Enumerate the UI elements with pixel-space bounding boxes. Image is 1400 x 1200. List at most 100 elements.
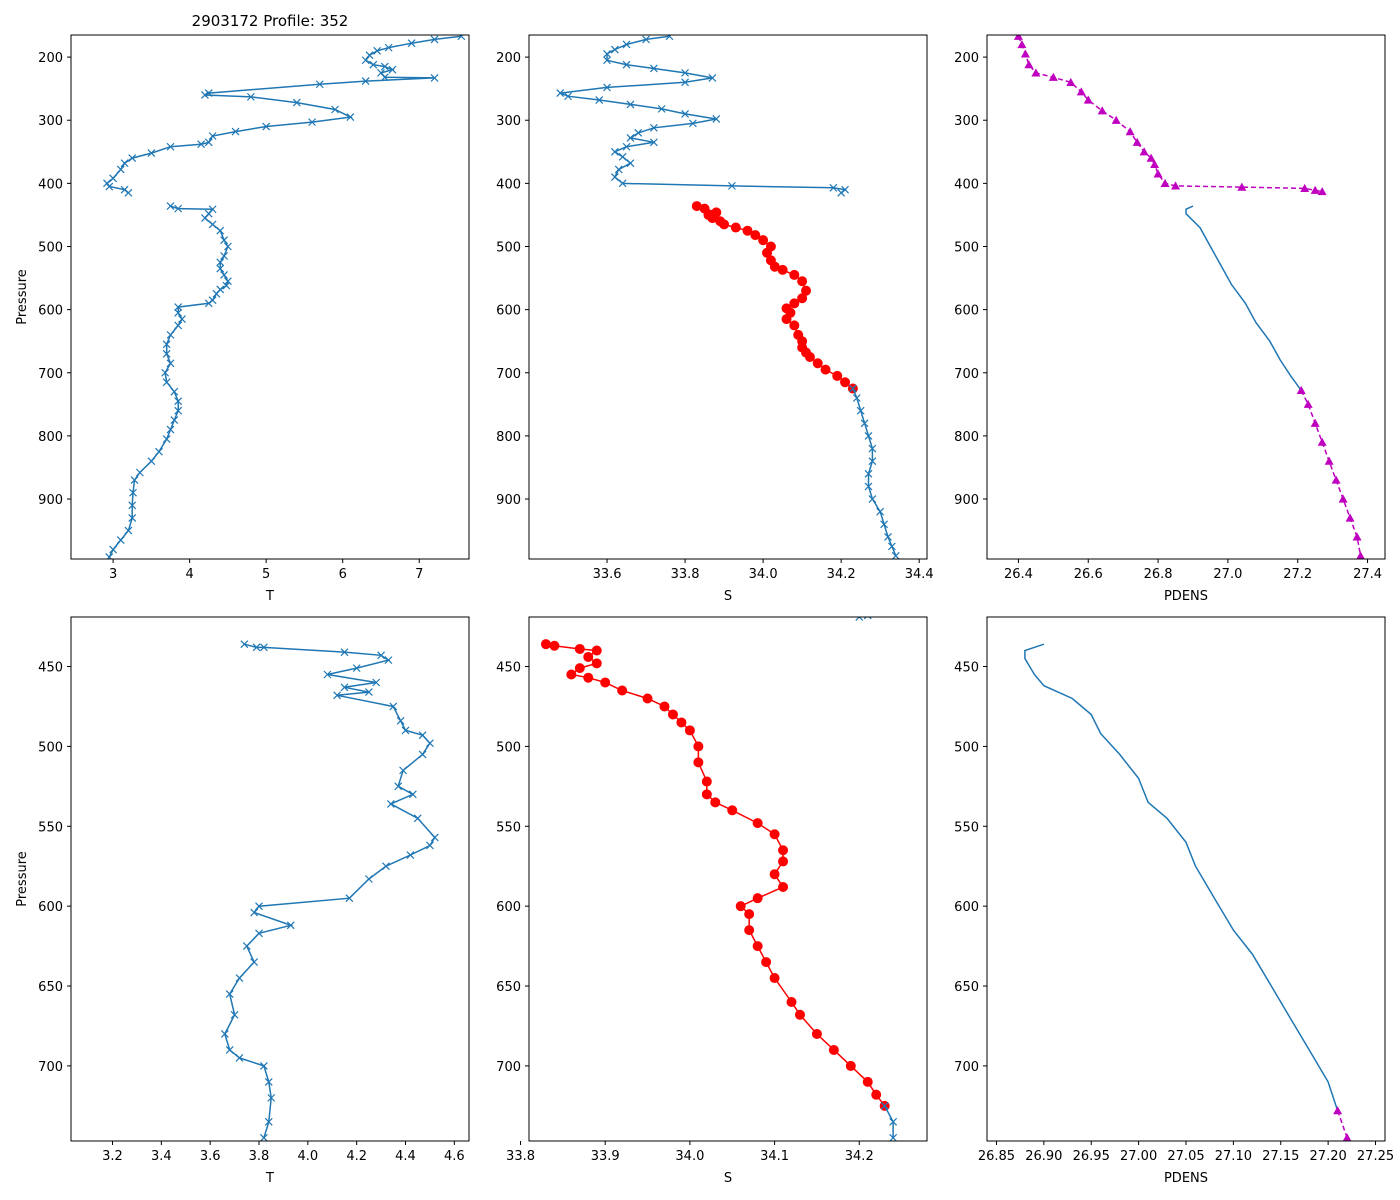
y-axis-label: Pressure <box>15 851 30 907</box>
x-marker <box>170 387 179 396</box>
y-tick-label: 600 <box>38 304 63 319</box>
x-marker <box>864 469 873 478</box>
triangle-marker <box>1125 127 1135 136</box>
x-marker <box>252 643 261 652</box>
x-marker <box>235 974 244 982</box>
circle-marker <box>710 797 721 808</box>
circle-marker <box>719 219 730 230</box>
circle-marker <box>667 709 678 720</box>
triangle-marker <box>1146 153 1156 162</box>
x-marker <box>380 62 389 71</box>
y-tick-label: 600 <box>496 900 521 915</box>
x-marker <box>610 147 619 156</box>
x-marker <box>614 165 623 174</box>
x-marker <box>382 862 390 871</box>
triangle-marker <box>1331 475 1341 484</box>
axes-frame <box>986 34 1386 560</box>
axes-frame <box>528 34 928 560</box>
x-tick-label: 3.6 <box>200 1149 221 1164</box>
x-tick-label: 4 <box>185 567 193 582</box>
triangle-marker <box>1013 35 1023 40</box>
x-marker <box>727 181 736 190</box>
x-marker <box>323 670 332 679</box>
y-tick-label: 600 <box>954 304 979 319</box>
x-marker <box>223 242 232 251</box>
plot-area <box>1024 643 1352 1141</box>
y-tick-label: 600 <box>954 900 979 915</box>
x-tick-label: 5 <box>262 567 270 582</box>
x-tick-label: 33.6 <box>593 567 622 582</box>
x-marker <box>197 140 206 149</box>
x-marker <box>174 308 183 317</box>
circle-marker <box>676 717 687 728</box>
circle-marker <box>752 818 763 829</box>
triangle-marker <box>1333 1106 1343 1115</box>
circle-marker <box>583 672 594 683</box>
y-tick-label: 700 <box>38 1060 63 1075</box>
x-tick-label: 34.2 <box>827 567 856 582</box>
plot-area <box>556 35 900 559</box>
circle-marker <box>735 901 746 912</box>
circle-marker <box>789 269 800 280</box>
x-tick-label: 34.1 <box>760 1149 789 1164</box>
axes-frame <box>986 616 1386 1142</box>
x-tick-label: 34.2 <box>845 1149 874 1164</box>
y-axis-label: Pressure <box>15 269 30 325</box>
x-tick-label: 26.4 <box>1004 567 1033 582</box>
x-marker <box>430 833 439 842</box>
x-marker <box>665 35 674 41</box>
x-tick-label: 26.8 <box>1144 567 1173 582</box>
x-marker <box>259 643 268 652</box>
circle-marker <box>758 235 769 246</box>
x-tick-label: 27.0 <box>1213 567 1242 582</box>
x-marker <box>622 40 631 49</box>
triangle-marker <box>1356 551 1365 559</box>
x-marker <box>408 790 417 799</box>
series-line <box>1017 36 1323 193</box>
y-tick-label: 700 <box>954 1060 979 1075</box>
x-marker <box>864 482 873 491</box>
panel-density-full: PDENS 26.4 26.6 26.8 27.0 27.2 27.4 200 300 400 5… <box>954 34 1386 604</box>
x-marker <box>642 35 650 44</box>
circle-marker <box>862 1076 873 1087</box>
circle-marker <box>701 776 712 787</box>
y-tick-label: 500 <box>38 240 63 255</box>
x-axis-label: T <box>265 1171 274 1186</box>
x-marker <box>649 138 658 147</box>
series-line <box>88 611 112 613</box>
circle-marker <box>744 925 755 936</box>
y-tick-label: 550 <box>496 820 521 835</box>
x-marker <box>855 617 864 621</box>
x-marker <box>610 173 619 181</box>
y-tick-label: 600 <box>38 900 63 915</box>
y-tick-label: 650 <box>954 980 979 995</box>
x-marker <box>394 782 403 791</box>
x-marker <box>365 51 374 60</box>
circle-marker <box>574 643 585 654</box>
circle-marker <box>769 869 780 880</box>
triangle-marker <box>1317 437 1327 446</box>
circle-marker <box>684 725 695 736</box>
y-tick-label: 500 <box>954 740 979 755</box>
circle-marker <box>811 1028 822 1039</box>
x-tick-label: 33.8 <box>671 567 700 582</box>
y-tick-label: 450 <box>496 661 521 676</box>
y-tick-label: 400 <box>954 177 979 192</box>
circle-marker <box>769 973 780 984</box>
x-marker <box>230 1010 239 1019</box>
circle-marker <box>871 1089 882 1100</box>
x-marker <box>250 958 259 966</box>
x-marker <box>162 340 171 349</box>
triangle-marker <box>1153 169 1163 178</box>
x-marker <box>457 35 466 41</box>
x-marker <box>622 142 631 151</box>
y-tick-label: 600 <box>496 304 521 319</box>
y-tick-label: 650 <box>496 980 521 995</box>
x-tick-label: 27.00 <box>1120 1149 1157 1164</box>
circle-marker <box>617 685 628 696</box>
x-marker <box>286 921 295 930</box>
x-marker <box>556 89 565 98</box>
y-tick-label: 900 <box>496 493 521 508</box>
circle-marker <box>540 639 551 650</box>
